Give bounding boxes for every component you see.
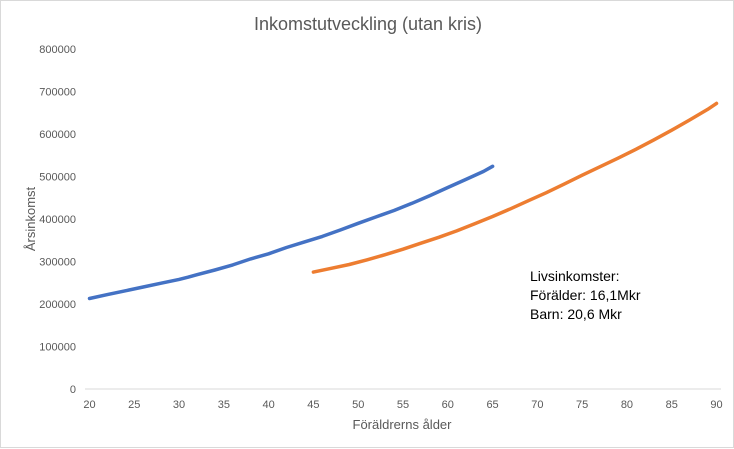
annotation-parent-value: Förälder: 16,1Mkr [530,287,641,303]
x-tick-labels: 20 25 30 35 40 45 50 55 60 65 70 75 80 85 90 [83,399,722,411]
series-line-1 [87,164,495,301]
x-tick-label: 60 [442,399,454,411]
x-tick-label: 45 [307,399,319,411]
x-tick-label: 20 [83,399,95,411]
series-line-2 [311,101,719,274]
y-tick-label: 400000 [39,214,76,226]
x-tick-label: 50 [352,399,364,411]
x-tick-label: 65 [486,399,498,411]
x-tick-label: 70 [531,399,543,411]
series-lines [87,101,719,301]
y-tick-label: 300000 [39,257,76,269]
x-tick-label: 80 [621,399,633,411]
annotation-child-value: Barn: 20,6 Mkr [530,306,622,322]
y-tick-label: 500000 [39,172,76,184]
x-tick-label: 25 [128,399,140,411]
y-tick-label: 0 [70,384,76,396]
annotation-heading: Livsinkomster: [530,268,620,284]
y-tick-label: 100000 [39,342,76,354]
y-tick-label: 600000 [39,129,76,141]
lifetime-income-annotation: Livsinkomster: Förälder: 16,1Mkr Barn: 2… [530,267,640,324]
x-tick-label: 30 [173,399,185,411]
chart-title: Inkomstutveckling (utan kris) [254,14,482,34]
y-tick-label: 700000 [39,87,76,99]
x-tick-label: 40 [263,399,275,411]
y-tick-labels: 0 100000 200000 300000 400000 500000 600000 700… [39,44,76,396]
x-axis-title: Föräldrerns ålder [353,417,453,432]
x-tick-label: 90 [710,399,722,411]
x-tick-label: 85 [666,399,678,411]
y-tick-label: 800000 [39,44,76,56]
y-axis-title: Årsinkomst [23,186,38,251]
x-tick-label: 55 [397,399,409,411]
x-tick-label: 75 [576,399,588,411]
x-tick-label: 35 [218,399,230,411]
y-tick-label: 200000 [39,299,76,311]
